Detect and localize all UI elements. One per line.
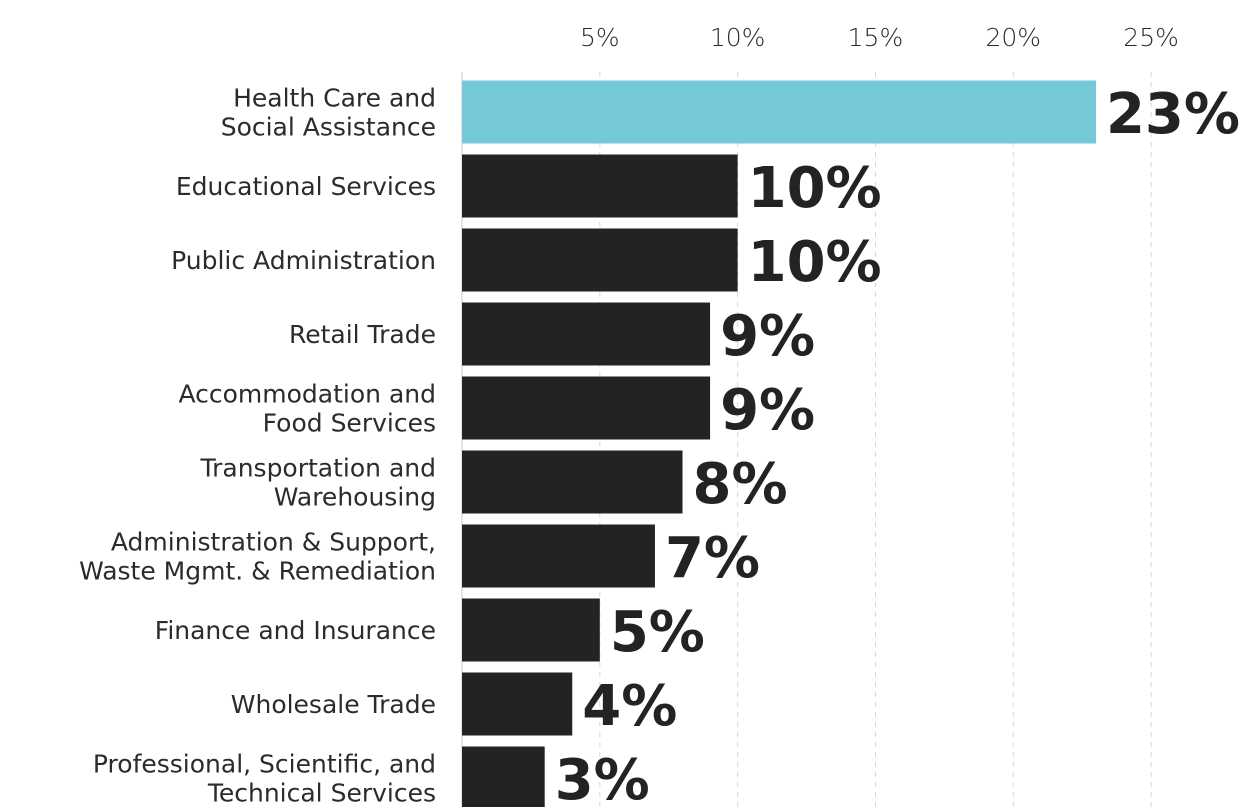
bars (462, 80, 1096, 810)
value-labels: 23% 10% 10% 9% 9% 8% 7% 5% 4% 3% (555, 82, 1240, 811)
category-label-line: Administration & Support, (111, 528, 436, 557)
value-label: 4% (582, 674, 677, 739)
bar (462, 524, 655, 588)
bar (462, 376, 711, 440)
category-label-line: Warehousing (274, 483, 436, 512)
category-label: Public Administration (171, 246, 436, 275)
category-label: Health Care and Social Assistance (221, 84, 436, 142)
value-label: 10% (748, 156, 882, 221)
category-label: Transportation and Warehousing (200, 454, 437, 512)
bar (462, 450, 683, 514)
category-label: Educational Services (176, 172, 436, 201)
category-label-line: Professional, Scientific, and (93, 750, 436, 779)
x-tick-label: 20% (985, 23, 1041, 52)
value-label: 10% (748, 230, 882, 295)
bar (462, 598, 600, 662)
value-label: 7% (665, 526, 760, 591)
category-label: Retail Trade (289, 320, 436, 349)
category-label-line: Wholesale Trade (231, 690, 436, 719)
category-labels: Health Care and Social Assistance Educatio… (79, 84, 436, 808)
value-label: 9% (720, 304, 815, 369)
x-tick-label: 25% (1123, 23, 1179, 52)
category-label-line: Educational Services (176, 172, 436, 201)
category-label-line: Retail Trade (289, 320, 436, 349)
bar (462, 154, 738, 218)
bar (462, 80, 1096, 144)
category-label-line: Public Administration (171, 246, 436, 275)
category-label-line: Social Assistance (221, 113, 436, 142)
category-label-line: Health Care and (233, 84, 436, 113)
category-label-line: Waste Mgmt. & Remediation (79, 557, 436, 586)
category-label-line: Finance and Insurance (155, 616, 436, 645)
value-label: 23% (1106, 82, 1240, 147)
category-label: Professional, Scientific, and Technical S… (93, 750, 436, 808)
category-label: Wholesale Trade (231, 690, 436, 719)
bar (462, 746, 545, 810)
category-label: Accommodation and Food Services (178, 380, 436, 438)
value-label: 9% (720, 378, 815, 443)
x-tick-label: 10% (710, 23, 766, 52)
category-label-line: Transportation and (200, 454, 437, 483)
x-axis-ticks: 5% 10% 15% 20% 25% (580, 23, 1179, 52)
x-tick-label: 5% (580, 23, 620, 52)
category-label: Finance and Insurance (155, 616, 436, 645)
value-label: 8% (693, 452, 788, 517)
value-label: 3% (555, 748, 650, 807)
value-label: 5% (610, 600, 705, 665)
bar (462, 302, 711, 366)
x-tick-label: 15% (848, 23, 904, 52)
category-label: Administration & Support, Waste Mgmt. & R… (79, 528, 436, 586)
bar (462, 672, 573, 736)
category-label-line: Technical Services (207, 779, 436, 808)
bar (462, 228, 738, 292)
category-label-line: Food Services (263, 409, 436, 438)
category-label-line: Accommodation and (178, 380, 436, 409)
